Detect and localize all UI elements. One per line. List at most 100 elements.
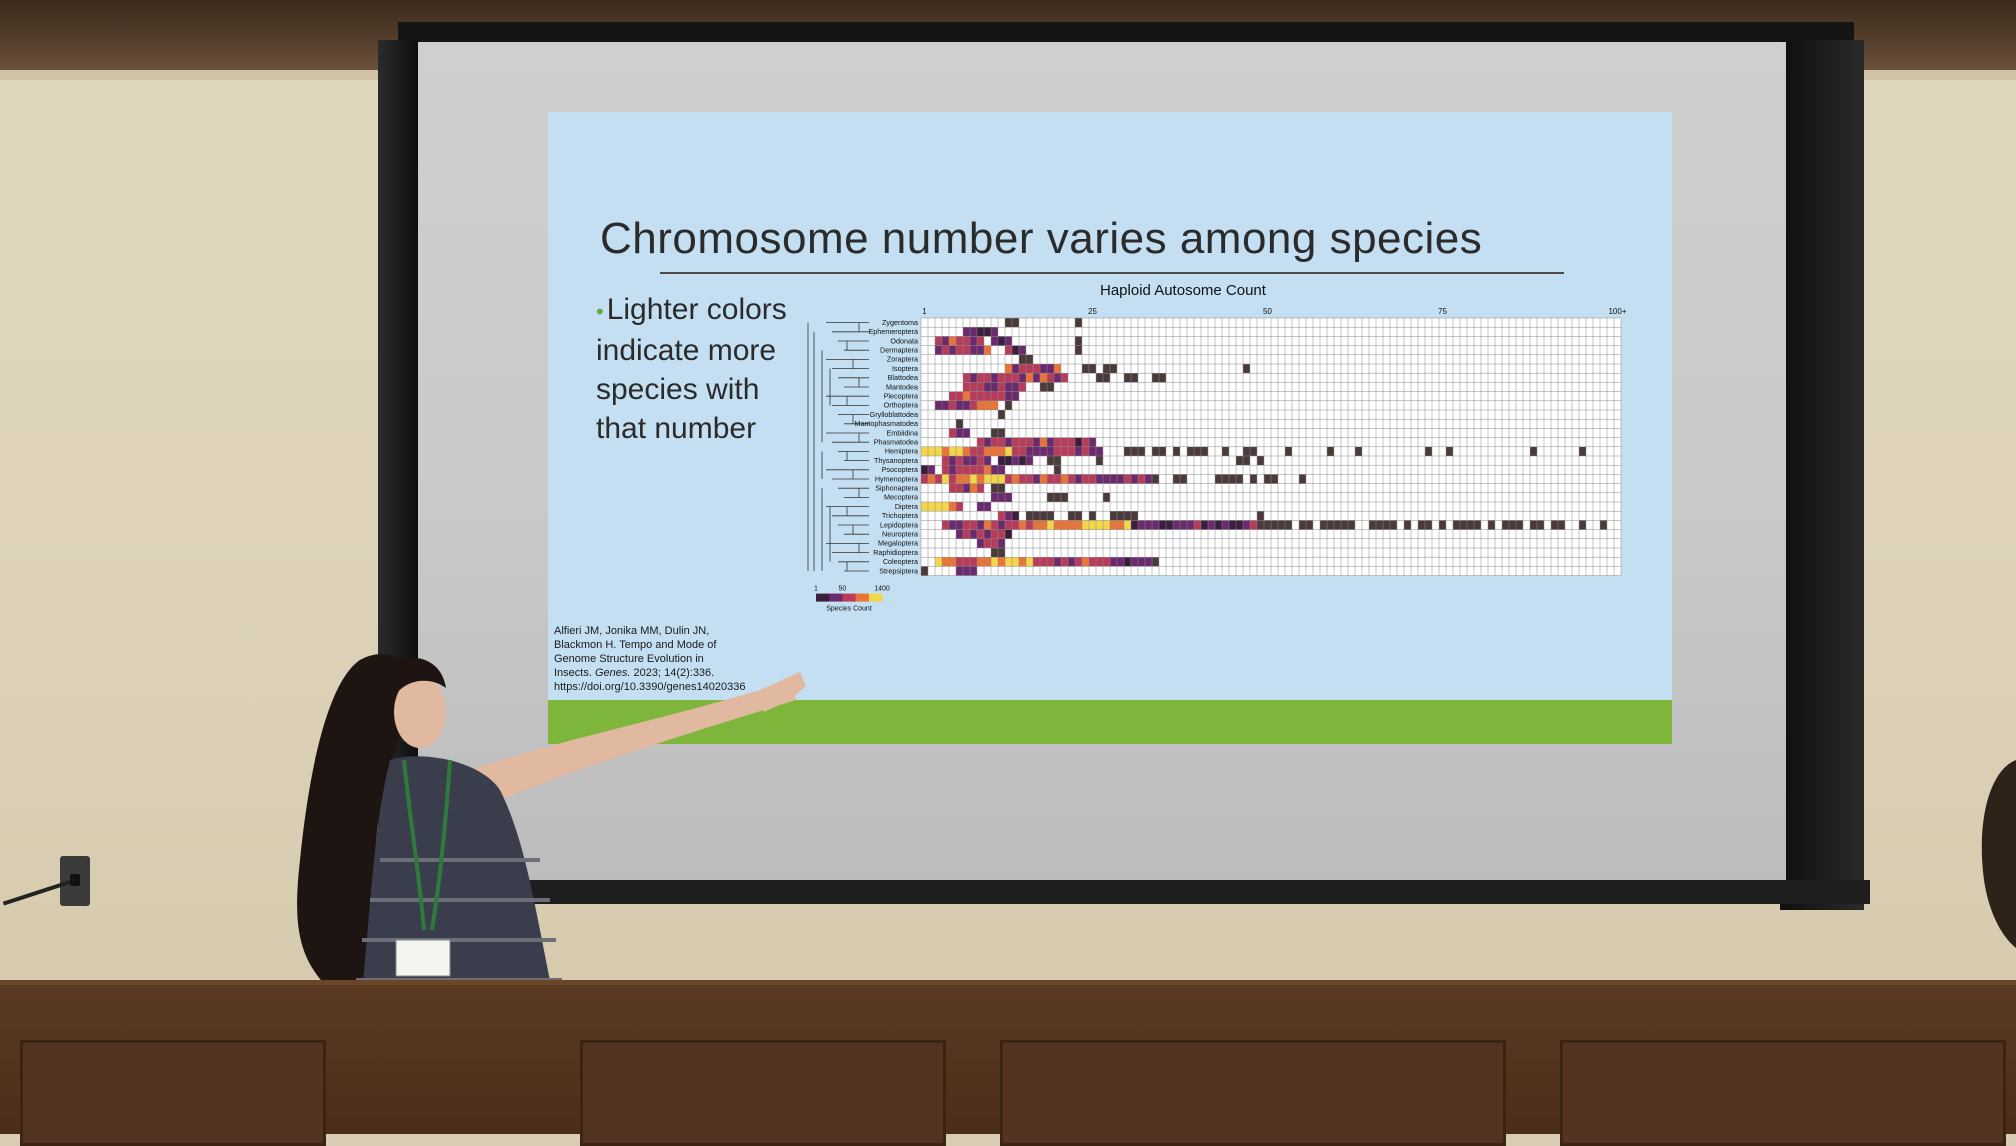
heatmap-cell <box>1222 446 1229 456</box>
heatmap-cell <box>1061 520 1068 530</box>
heatmap-cell <box>935 557 942 567</box>
heatmap-cell <box>991 474 998 484</box>
heatmap-cell <box>1124 511 1131 521</box>
row-labels: ZygentomaEphemeropteraOdonataDermapteraZ… <box>854 318 918 575</box>
heatmap-cell <box>1033 373 1040 383</box>
heatmap-cell <box>1047 446 1054 456</box>
heatmap-cell <box>1068 474 1075 484</box>
heatmap-cell <box>1089 437 1096 447</box>
heatmap-cell <box>1026 354 1033 364</box>
heatmap-cell <box>1502 520 1509 530</box>
heatmap-cell <box>1096 557 1103 567</box>
citation-line-4: Insects. Genes. 2023; 14(2):336. <box>554 666 764 680</box>
row-label: Phasmatodea <box>874 438 918 447</box>
x-tick-label: 100+ <box>1608 307 1626 316</box>
x-tick-label: 75 <box>1438 307 1447 316</box>
heatmap-cell <box>1047 382 1054 392</box>
heatmap-cell <box>1033 557 1040 567</box>
heatmap-cell <box>956 345 963 355</box>
heatmap-cell <box>970 336 977 346</box>
heatmap-cell <box>991 520 998 530</box>
heatmap-cell <box>1019 456 1026 466</box>
heatmap-cell <box>1131 474 1138 484</box>
heatmap-cell <box>1033 446 1040 456</box>
heatmap-cell <box>1243 364 1250 374</box>
row-label: Dermaptera <box>880 346 918 355</box>
heatmap-cell <box>956 483 963 493</box>
heatmap-cell <box>1460 520 1467 530</box>
heatmap-cell <box>1201 446 1208 456</box>
heatmap-cell <box>977 483 984 493</box>
heatmap-cell <box>1061 446 1068 456</box>
citation: Alfieri JM, Jonika MM, Dulin JN, Blackmo… <box>554 624 764 694</box>
bullet-dot-icon: • <box>596 299 604 324</box>
heatmap-cell <box>984 520 991 530</box>
heatmap-cell <box>1138 520 1145 530</box>
heatmap-cell <box>1040 382 1047 392</box>
heatmap-cell <box>1110 511 1117 521</box>
heatmap-cell <box>977 382 984 392</box>
phylogeny-tree <box>807 322 869 572</box>
heatmap-cell <box>970 327 977 337</box>
heatmap-cell <box>956 520 963 530</box>
heatmap-cell <box>1005 364 1012 374</box>
heatmap-cell <box>1089 446 1096 456</box>
heatmap-cell <box>984 437 991 447</box>
heatmap-cell <box>1019 446 1026 456</box>
heatmap-cell <box>949 456 956 466</box>
heatmap-cell <box>977 557 984 567</box>
legend-tick: 1 <box>814 586 818 593</box>
heatmap-cell <box>949 446 956 456</box>
heatmap-cell <box>970 520 977 530</box>
heatmap-cell <box>1194 520 1201 530</box>
heatmap-cell <box>949 391 956 401</box>
heatmap-cell <box>977 529 984 539</box>
heatmap-cell <box>1264 520 1271 530</box>
heatmap-cell <box>984 373 991 383</box>
heatmap-cell <box>1229 520 1236 530</box>
heatmap-cell <box>970 400 977 410</box>
row-label: Hymenoptera <box>875 474 918 483</box>
heatmap-cell <box>1404 520 1411 530</box>
heatmap-cell <box>1173 446 1180 456</box>
heatmap-cell <box>963 557 970 567</box>
row-label: Siphonaptera <box>875 484 918 493</box>
heatmap-cell <box>1341 520 1348 530</box>
citation-prefix: Insects. <box>554 667 592 679</box>
heatmap-cell <box>935 446 942 456</box>
heatmap-cell <box>1089 557 1096 567</box>
heatmap-cell <box>984 529 991 539</box>
heatmap-cell <box>928 446 935 456</box>
heatmap-cell <box>1019 557 1026 567</box>
screen-frame-right <box>1780 40 1864 910</box>
heatmap-cell <box>991 492 998 502</box>
heatmap-cell <box>921 446 928 456</box>
heatmap-cell <box>1173 474 1180 484</box>
heatmap-cell <box>1068 511 1075 521</box>
heatmap-cell <box>949 502 956 512</box>
heatmap-cell <box>991 483 998 493</box>
heatmap-cell <box>935 400 942 410</box>
row-label: Embiidina <box>886 428 918 437</box>
heatmap-cell <box>1103 520 1110 530</box>
heatmap-cell <box>1005 373 1012 383</box>
heatmap-cell <box>956 465 963 475</box>
heatmap-cell <box>956 529 963 539</box>
heatmap-cell <box>1026 557 1033 567</box>
heatmap-cell <box>1075 345 1082 355</box>
heatmap-cell <box>1236 474 1243 484</box>
row-label: Strepsiptera <box>879 566 918 575</box>
heatmap-cell <box>1250 520 1257 530</box>
heatmap-cell <box>949 336 956 346</box>
row-label: Odonata <box>890 336 918 345</box>
heatmap-cell <box>1243 456 1250 466</box>
heatmap-cell <box>998 557 1005 567</box>
heatmap-cell <box>998 538 1005 548</box>
heatmap-cell <box>1012 511 1019 521</box>
heatmap-cell <box>1306 520 1313 530</box>
heatmap-cell <box>1327 446 1334 456</box>
heatmap-cell <box>1040 474 1047 484</box>
heatmap-cell <box>1194 446 1201 456</box>
heatmap-cell <box>1117 520 1124 530</box>
heatmap-cell <box>984 502 991 512</box>
